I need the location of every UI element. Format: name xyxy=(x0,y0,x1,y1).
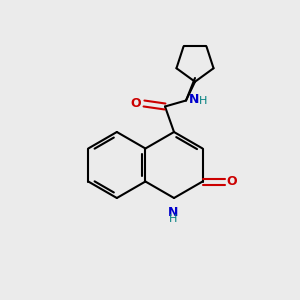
Text: H: H xyxy=(199,95,207,106)
Text: O: O xyxy=(130,97,141,110)
Text: H: H xyxy=(169,214,178,224)
Text: N: N xyxy=(168,206,178,219)
Text: N: N xyxy=(188,92,199,106)
Text: O: O xyxy=(226,175,237,188)
